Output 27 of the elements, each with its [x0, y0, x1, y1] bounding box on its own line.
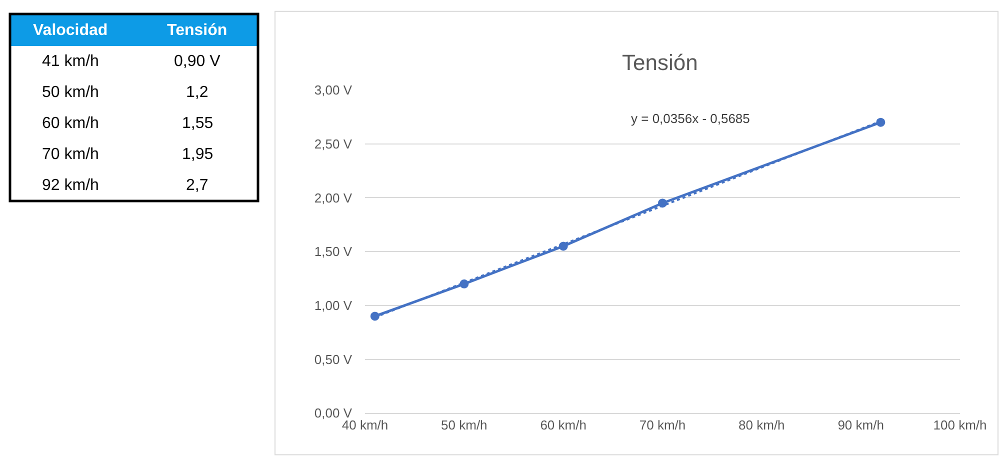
text: 1,2: [186, 84, 208, 101]
x-tick-label: 90 km/h: [838, 418, 884, 433]
text: 0,90 V: [174, 53, 221, 70]
x-tick-label: 80 km/h: [738, 418, 785, 433]
y-tick-label: 1,00 V: [314, 298, 352, 313]
text: 92 km/h: [42, 177, 99, 194]
text: 41 km/h: [42, 53, 99, 70]
x-tick-label: 50 km/h: [441, 418, 488, 433]
text: 50 km/h: [42, 84, 99, 101]
y-tick-label: 2,00 V: [314, 190, 352, 206]
point: [876, 118, 886, 127]
y-tick-label: 0,50 V: [314, 352, 352, 367]
x-tick-label: 100 km/h: [933, 418, 987, 433]
text: 1,55: [182, 115, 214, 132]
x-tick-label: 70 km/h: [639, 418, 686, 433]
y-tick-label: 2,50 V: [314, 136, 352, 152]
text: 1,95: [182, 146, 214, 163]
y-tick-label: 3,00 V: [314, 82, 352, 98]
text: 70 km/h: [42, 146, 99, 163]
text: 60 km/h: [42, 115, 99, 132]
y-tick-label: 1,50 V: [314, 244, 352, 260]
text: Valocidad: [33, 22, 108, 39]
annotation: y = 0,0356x - 0,5685: [631, 111, 750, 126]
text: Tensión: [167, 22, 228, 39]
x-tick-label: 60 km/h: [540, 418, 586, 433]
text: 2,7: [186, 177, 208, 194]
chart-title: Tensión: [622, 50, 698, 75]
